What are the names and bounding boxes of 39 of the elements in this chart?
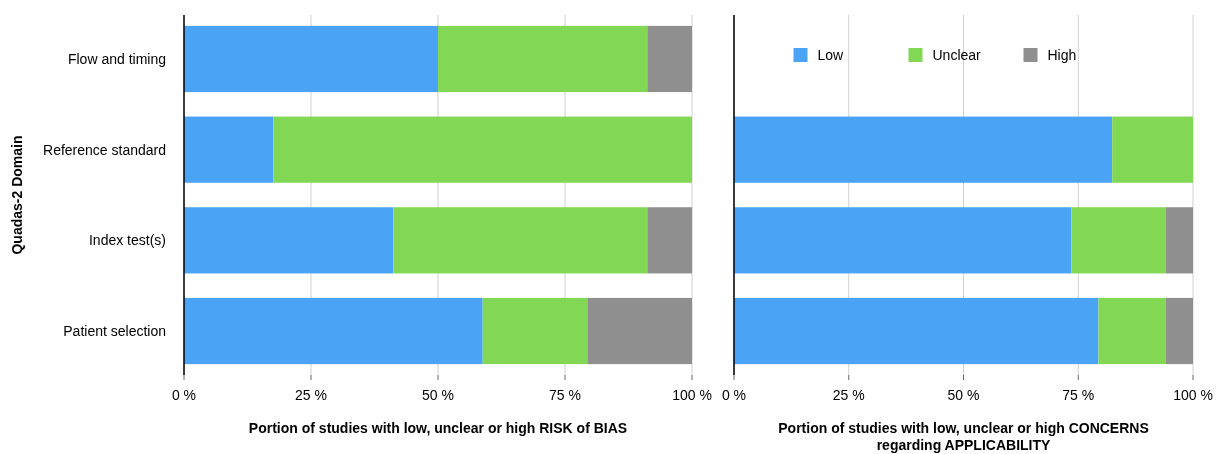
x-tick-label: 0 % xyxy=(721,387,747,403)
y-tick-label: Patient selection xyxy=(63,323,166,340)
bar xyxy=(393,207,648,274)
legend-label: Unclear xyxy=(932,47,982,63)
bar xyxy=(1165,297,1193,365)
bar xyxy=(184,207,394,274)
x-tick-label: 0 % xyxy=(171,387,197,403)
x-tick-label: 50 % xyxy=(422,387,454,403)
y-axis-title: Quadas-2 Domain xyxy=(9,135,25,255)
bar xyxy=(1098,297,1166,365)
bar xyxy=(1071,207,1166,274)
x-tick-label: 25 % xyxy=(832,387,865,403)
bar xyxy=(647,207,692,274)
bar xyxy=(734,207,1072,274)
x-axis-title: Portion of studies with low, unclear or high RISK of BIAS xyxy=(248,420,628,436)
bar xyxy=(184,25,438,93)
y-tick-label: Flow and timing xyxy=(67,50,166,67)
bar xyxy=(734,116,1113,183)
bar xyxy=(273,116,692,183)
bar xyxy=(734,297,1099,365)
bar xyxy=(1112,116,1193,183)
x-axis-title: Portion of studies with low, unclear or high CONCERNS regarding APPLICABILITY xyxy=(778,420,1149,453)
legend-label: High xyxy=(1047,47,1077,63)
x-tick-label: 75 % xyxy=(549,387,581,403)
bar xyxy=(438,25,648,93)
bar xyxy=(184,116,274,183)
bar xyxy=(482,297,588,365)
x-tick-label: 25 % xyxy=(295,387,327,403)
x-tick-label: 100 % xyxy=(672,387,712,403)
legend-label: Low xyxy=(817,47,845,63)
x-tick-label: 75 % xyxy=(1062,387,1095,403)
x-tick-label: 100 % xyxy=(1173,387,1213,403)
bar xyxy=(587,297,692,365)
x-tick-label: 50 % xyxy=(947,387,980,403)
bar xyxy=(1165,207,1193,274)
bar xyxy=(184,297,483,365)
y-tick-label: Index test(s) xyxy=(88,232,166,249)
y-tick-label: Reference standard xyxy=(43,141,166,158)
bar xyxy=(647,25,692,93)
